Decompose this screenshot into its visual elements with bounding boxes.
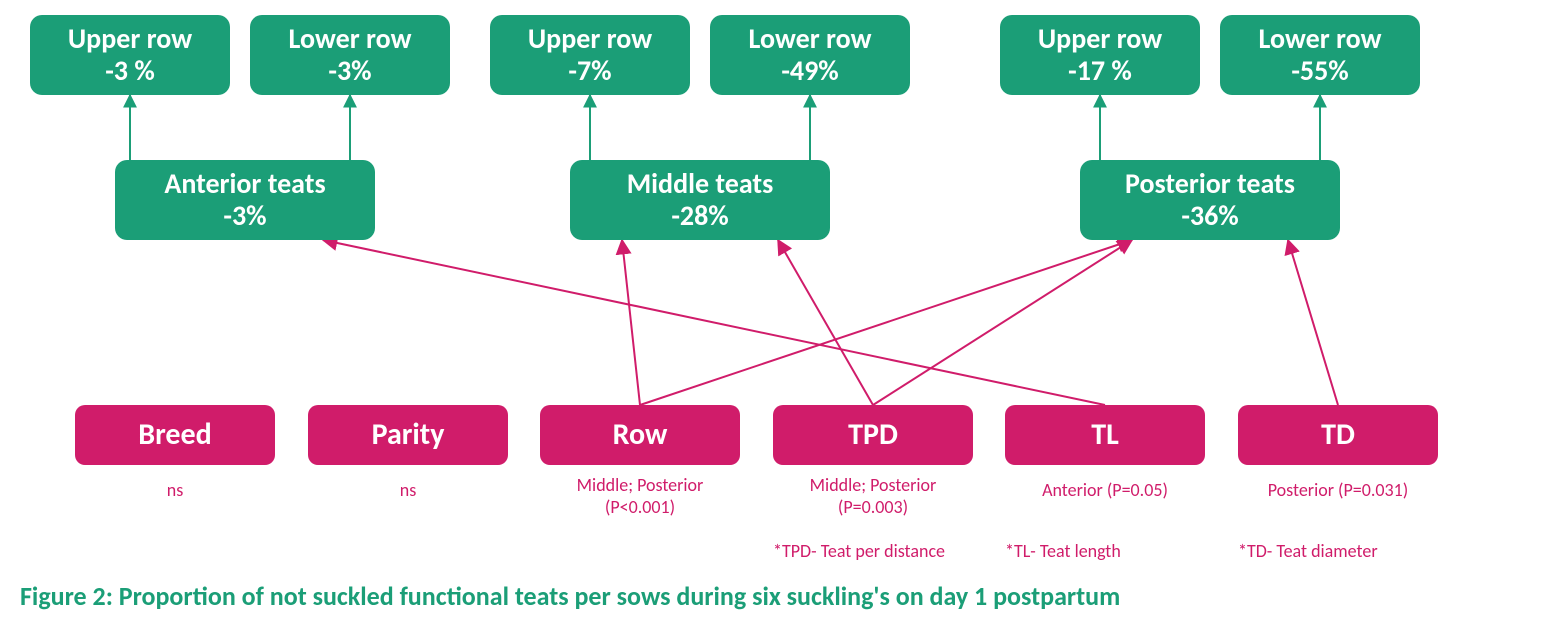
td-label: TD — [1321, 418, 1355, 453]
leg-td: *TD- Teat diameter — [1238, 540, 1378, 562]
upper3-value: -17 % — [1068, 55, 1132, 87]
upper2-value: -7% — [568, 55, 611, 87]
lower3: Lower row-55% — [1220, 15, 1420, 95]
arrow-td-to-post — [1288, 240, 1338, 405]
breed-sub: ns — [75, 480, 275, 502]
upper3-label: Upper row — [1038, 23, 1162, 55]
row-label: Row — [613, 418, 668, 453]
leg-tpd: *TPD- Teat per distance — [773, 540, 945, 562]
mid-label: Middle teats — [627, 168, 774, 200]
lower2: Lower row-49% — [710, 15, 910, 95]
leg-tl: *TL- Teat length — [1005, 540, 1121, 562]
lower3-label: Lower row — [1259, 23, 1382, 55]
arrow-tpd-to-mid — [778, 240, 873, 405]
lower1-label: Lower row — [289, 23, 412, 55]
row: Row — [540, 405, 740, 465]
upper1-value: -3 % — [105, 55, 155, 87]
lower2-value: -49% — [781, 55, 838, 87]
lower1-value: -3% — [328, 55, 371, 87]
upper2: Upper row-7% — [490, 15, 690, 95]
tpd-sub: Middle; Posterior (P=0.003) — [773, 475, 973, 518]
mid: Middle teats-28% — [570, 160, 830, 240]
parity-sub: ns — [308, 480, 508, 502]
pink-arrows — [323, 240, 1338, 405]
breed: Breed — [75, 405, 275, 465]
ant-value: -3% — [223, 200, 266, 232]
figure-caption: Figure 2: Proportion of not suckled func… — [20, 580, 1120, 612]
ant: Anterior teats-3% — [115, 160, 375, 240]
tl-label: TL — [1091, 418, 1119, 453]
td: TD — [1238, 405, 1438, 465]
post: Posterior teats-36% — [1080, 160, 1340, 240]
arrow-row-to-mid — [622, 240, 640, 405]
arrow-row-to-post — [640, 240, 1132, 405]
upper1-label: Upper row — [68, 23, 192, 55]
lower2-label: Lower row — [749, 23, 872, 55]
ant-label: Anterior teats — [164, 168, 325, 200]
breed-label: Breed — [138, 418, 211, 453]
post-value: -36% — [1181, 200, 1238, 232]
post-label: Posterior teats — [1125, 168, 1295, 200]
parity: Parity — [308, 405, 508, 465]
lower3-value: -55% — [1291, 55, 1348, 87]
upper1: Upper row-3 % — [30, 15, 230, 95]
upper3: Upper row-17 % — [1000, 15, 1200, 95]
tpd: TPD — [773, 405, 973, 465]
td-sub: Posterior (P=0.031) — [1238, 480, 1438, 502]
tl-sub: Anterior (P=0.05) — [1005, 480, 1205, 502]
green-arrows — [130, 95, 1320, 160]
mid-value: -28% — [671, 200, 728, 232]
row-sub: Middle; Posterior (P<0.001) — [540, 475, 740, 518]
tl: TL — [1005, 405, 1205, 465]
lower1: Lower row-3% — [250, 15, 450, 95]
upper2-label: Upper row — [528, 23, 652, 55]
arrow-tpd-to-post — [873, 240, 1132, 405]
arrow-tl-to-ant — [323, 240, 1105, 405]
parity-label: Parity — [372, 418, 445, 453]
tpd-label: TPD — [848, 418, 898, 453]
